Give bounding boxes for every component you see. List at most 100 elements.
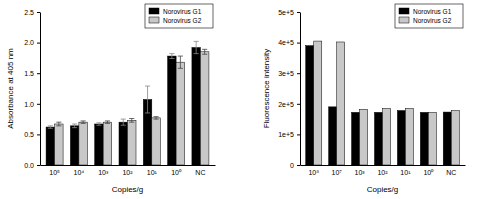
x-tick-label: NC bbox=[195, 169, 205, 176]
y-axis: 0 1e+5 2e+5 3e+5 4e+5 5e+5 bbox=[278, 9, 300, 169]
x-tick-label: 10⁰ bbox=[423, 169, 434, 176]
y-tick: 0.0 bbox=[24, 162, 40, 169]
y-tick-mark bbox=[37, 165, 40, 166]
bar bbox=[374, 112, 382, 165]
y-axis-line bbox=[300, 13, 301, 166]
legend-entry: Norovirus G2 bbox=[399, 17, 452, 24]
y-tick-mark bbox=[297, 165, 300, 166]
y-tick-mark bbox=[37, 12, 40, 13]
x-tick-label: 10² bbox=[377, 169, 388, 176]
legend-entry: Norovirus G1 bbox=[149, 8, 202, 15]
bar bbox=[360, 109, 368, 165]
x-tick-label: 10⁴ bbox=[73, 169, 84, 176]
plot-marks bbox=[306, 41, 460, 165]
y-tick-mark bbox=[297, 73, 300, 74]
error-bar bbox=[169, 54, 174, 59]
x-tick: 10² bbox=[122, 169, 133, 176]
bar bbox=[337, 42, 345, 165]
series bbox=[306, 46, 452, 165]
y-tick: 0.5 bbox=[24, 131, 40, 138]
y-tick: 2.0 bbox=[24, 39, 40, 46]
x-tick-label: 10⁰ bbox=[171, 169, 182, 176]
legend-label: Norovirus G2 bbox=[413, 17, 452, 24]
y-tick: 2.5 bbox=[24, 9, 40, 16]
bar bbox=[119, 122, 128, 165]
error-bar bbox=[96, 123, 101, 125]
legend-label: Norovirus G1 bbox=[163, 8, 202, 15]
bar bbox=[352, 112, 360, 165]
x-tick-label: 10³ bbox=[98, 169, 109, 176]
x-tick: 10⁰ bbox=[171, 169, 182, 176]
error-bar bbox=[81, 121, 86, 123]
y-tick-label: 2e+5 bbox=[278, 101, 294, 108]
y-tick-mark bbox=[37, 43, 40, 44]
y-tick-label: 3e+5 bbox=[278, 70, 294, 77]
legend-entry: Norovirus G2 bbox=[149, 17, 202, 24]
legend-label: Norovirus G2 bbox=[163, 17, 202, 24]
bar bbox=[55, 124, 64, 165]
legend-box bbox=[395, 4, 463, 28]
legend: Norovirus G1 Norovirus G2 bbox=[145, 4, 213, 28]
y-tick-mark bbox=[37, 104, 40, 105]
legend-box bbox=[145, 4, 213, 28]
x-tick: 10³ bbox=[355, 169, 366, 176]
x-tick: 10¹ bbox=[400, 169, 411, 176]
x-tick-label: 10⁸ bbox=[308, 169, 319, 176]
bar bbox=[128, 120, 137, 165]
x-axis-line bbox=[301, 165, 466, 166]
x-tick: 10⁸ bbox=[308, 169, 319, 176]
bar bbox=[405, 108, 413, 165]
y-axis-title: Absorbance at 405 nm bbox=[6, 48, 15, 129]
bar bbox=[176, 62, 185, 165]
legend-entry: Norovirus G1 bbox=[399, 8, 452, 15]
x-tick-label: NC bbox=[446, 169, 456, 176]
y-tick-mark bbox=[297, 43, 300, 44]
bar bbox=[329, 107, 337, 165]
x-axis: 10⁵10⁴10³10²10¹10⁰NC bbox=[41, 166, 216, 176]
bar bbox=[383, 108, 391, 165]
y-tick-label: 5e+5 bbox=[278, 9, 294, 16]
y-tick-label: 0 bbox=[290, 162, 294, 169]
bar bbox=[70, 126, 79, 165]
y-axis: 0.0 0.5 1.0 1.5 2.0 2.5 bbox=[24, 9, 40, 169]
y-tick-mark bbox=[297, 134, 300, 135]
bar bbox=[79, 122, 88, 165]
y-tick-mark bbox=[37, 134, 40, 135]
bar bbox=[168, 56, 177, 165]
x-axis: 10⁸ 10⁷ 10³ 10² 10¹ 10⁰ NC bbox=[301, 166, 466, 176]
chart-panel: 0.00.51.01.52.02.510⁵10⁴10³10²10¹10⁰NCCo… bbox=[6, 4, 216, 194]
x-tick-label: 10⁷ bbox=[332, 169, 343, 176]
bar bbox=[314, 41, 322, 165]
y-tick-label: 1e+5 bbox=[278, 131, 294, 138]
y-tick-label: 2.0 bbox=[24, 39, 34, 46]
x-tick: 10⁰ bbox=[423, 169, 434, 176]
bar bbox=[46, 127, 55, 165]
y-tick: 2e+5 bbox=[278, 101, 300, 108]
error-bar bbox=[129, 118, 134, 122]
error-bar bbox=[72, 124, 77, 128]
error-bar bbox=[121, 119, 126, 125]
series bbox=[314, 41, 460, 165]
error-bar bbox=[202, 49, 207, 54]
bar bbox=[192, 47, 201, 165]
bar bbox=[451, 111, 459, 165]
error-bar bbox=[56, 122, 61, 126]
y-tick: 4e+5 bbox=[278, 39, 300, 46]
x-tick: 10³ bbox=[98, 169, 109, 176]
error-bar bbox=[194, 41, 199, 53]
x-tick: NC bbox=[446, 169, 456, 176]
y-axis-title: Fluorescence intensity bbox=[262, 49, 271, 129]
legend-swatch bbox=[399, 8, 409, 14]
error-bar bbox=[105, 121, 110, 123]
legend-swatch bbox=[149, 17, 159, 23]
chart-panel: 0 1e+5 2e+5 3e+5 4e+5 5e+5 10⁸ 10⁷ 10³ 10² 10¹ 10⁰ N… bbox=[262, 4, 466, 194]
legend-label: Norovirus G1 bbox=[413, 8, 452, 15]
bar bbox=[397, 111, 405, 165]
y-axis-line bbox=[40, 13, 41, 166]
x-axis-title: Copies/g bbox=[112, 185, 144, 194]
y-tick-label: 1.5 bbox=[24, 70, 34, 77]
y-tick-label: 1.0 bbox=[24, 101, 34, 108]
x-axis-line bbox=[41, 165, 216, 166]
x-tick: 10² bbox=[377, 169, 388, 176]
x-tick-label: 10³ bbox=[355, 169, 366, 176]
